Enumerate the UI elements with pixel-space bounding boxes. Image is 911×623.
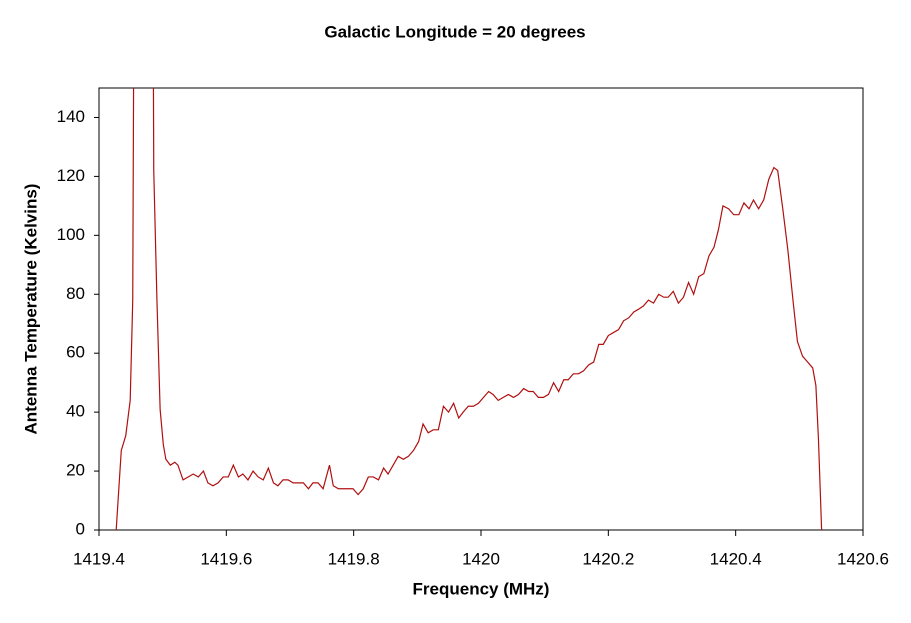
y-tick-label: 80 — [66, 284, 85, 303]
x-tick-label: 1420.6 — [837, 549, 889, 568]
y-tick-label: 140 — [57, 107, 85, 126]
x-tick-label: 1420.4 — [710, 549, 762, 568]
data-line — [115, 88, 823, 530]
x-tick-label: 1419.4 — [73, 549, 125, 568]
y-tick-label: 20 — [66, 461, 85, 480]
y-axis-label: Antenna Temperature (Kelvins) — [21, 184, 40, 435]
x-axis-label: Frequency (MHz) — [413, 579, 550, 598]
x-tick-label: 1420 — [462, 549, 500, 568]
y-tick-label: 60 — [66, 343, 85, 362]
y-tick-label: 100 — [57, 225, 85, 244]
y-tick-label: 120 — [57, 166, 85, 185]
x-tick-label: 1419.8 — [328, 549, 380, 568]
y-tick-label: 0 — [76, 519, 85, 538]
chart-title: Galactic Longitude = 20 degrees — [324, 22, 585, 41]
x-tick-label: 1419.6 — [200, 549, 252, 568]
y-tick-label: 40 — [66, 402, 85, 421]
x-tick-label: 1420.2 — [582, 549, 634, 568]
